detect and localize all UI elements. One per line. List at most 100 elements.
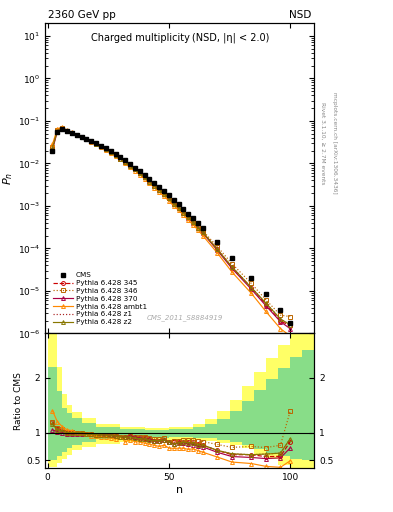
Pythia 6.428 z2: [84, 136, 89, 142]
Pythia 6.428 z1: [181, 209, 186, 216]
Pythia 6.428 346: [264, 297, 268, 303]
Pythia 6.428 346: [94, 141, 99, 147]
Pythia 6.428 z1: [108, 148, 113, 155]
Pythia 6.428 ambt1: [128, 164, 132, 170]
Pythia 6.428 346: [74, 132, 79, 138]
Pythia 6.428 z1: [55, 127, 60, 134]
Pythia 6.428 z2: [186, 214, 191, 220]
Pythia 6.428 ambt1: [147, 180, 152, 186]
Pythia 6.428 ambt1: [103, 146, 108, 153]
Pythia 6.428 370: [55, 129, 60, 135]
Pythia 6.428 z2: [230, 264, 234, 270]
Pythia 6.428 ambt1: [191, 222, 195, 228]
CMS: [50, 147, 55, 154]
Pythia 6.428 346: [176, 204, 181, 210]
Pythia 6.428 345: [128, 162, 132, 168]
CMS: [264, 291, 268, 297]
Pythia 6.428 z2: [167, 196, 171, 202]
Pythia 6.428 z1: [288, 322, 292, 328]
Pythia 6.428 370: [278, 318, 283, 325]
Pythia 6.428 345: [167, 196, 171, 202]
CMS: [70, 130, 74, 136]
Pythia 6.428 345: [60, 125, 64, 132]
CMS: [200, 224, 205, 230]
CMS: [167, 192, 171, 198]
Pythia 6.428 346: [55, 127, 60, 134]
Text: mcplots.cern.ch [arXiv:1306.3436]: mcplots.cern.ch [arXiv:1306.3436]: [332, 93, 337, 194]
Pythia 6.428 ambt1: [288, 333, 292, 339]
CMS: [132, 164, 137, 170]
Pythia 6.428 346: [123, 159, 128, 165]
Pythia 6.428 z1: [264, 300, 268, 306]
Pythia 6.428 ambt1: [118, 156, 123, 162]
Pythia 6.428 345: [181, 209, 186, 216]
Pythia 6.428 346: [167, 196, 171, 202]
Pythia 6.428 370: [79, 134, 84, 140]
Pythia 6.428 370: [196, 225, 200, 231]
Pythia 6.428 370: [65, 128, 70, 134]
Pythia 6.428 370: [171, 201, 176, 207]
Pythia 6.428 345: [132, 166, 137, 172]
Pythia 6.428 370: [288, 326, 292, 332]
Line: Pythia 6.428 346: Pythia 6.428 346: [51, 126, 292, 318]
Pythia 6.428 345: [200, 229, 205, 236]
Pythia 6.428 370: [74, 132, 79, 138]
Pythia 6.428 370: [200, 230, 205, 236]
Pythia 6.428 370: [113, 152, 118, 158]
Pythia 6.428 ambt1: [157, 189, 162, 195]
Pythia 6.428 370: [128, 162, 132, 168]
Pythia 6.428 z1: [200, 229, 205, 236]
Pythia 6.428 345: [123, 159, 128, 165]
CMS: [157, 184, 162, 190]
Pythia 6.428 346: [152, 182, 157, 188]
Pythia 6.428 345: [142, 174, 147, 180]
CMS: [249, 275, 254, 281]
Pythia 6.428 z2: [55, 128, 60, 134]
Pythia 6.428 370: [89, 138, 94, 144]
Pythia 6.428 370: [264, 303, 268, 309]
Pythia 6.428 ambt1: [215, 250, 220, 256]
CMS: [60, 126, 64, 133]
Pythia 6.428 z1: [50, 145, 55, 151]
Pythia 6.428 z1: [157, 187, 162, 193]
Pythia 6.428 z2: [147, 179, 152, 185]
Pythia 6.428 346: [89, 138, 94, 144]
Line: Pythia 6.428 345: Pythia 6.428 345: [51, 126, 292, 328]
CMS: [176, 201, 181, 207]
Pythia 6.428 346: [108, 148, 113, 155]
Pythia 6.428 345: [79, 134, 84, 140]
Pythia 6.428 345: [162, 191, 166, 197]
Pythia 6.428 z1: [167, 196, 171, 202]
Pythia 6.428 346: [288, 313, 292, 319]
Pythia 6.428 z1: [196, 224, 200, 230]
CMS: [288, 319, 292, 326]
CMS: [142, 172, 147, 178]
Pythia 6.428 345: [70, 130, 74, 136]
Pythia 6.428 ambt1: [123, 160, 128, 166]
Pythia 6.428 z1: [215, 246, 220, 252]
Pythia 6.428 346: [70, 130, 74, 136]
Pythia 6.428 z2: [94, 141, 99, 147]
CMS: [113, 151, 118, 157]
Pythia 6.428 z1: [176, 205, 181, 211]
Pythia 6.428 z2: [50, 145, 55, 151]
Pythia 6.428 z1: [230, 264, 234, 270]
Pythia 6.428 z1: [162, 191, 166, 197]
Pythia 6.428 ambt1: [84, 136, 89, 142]
Pythia 6.428 370: [118, 156, 123, 162]
Pythia 6.428 370: [94, 141, 99, 147]
Pythia 6.428 z1: [70, 130, 74, 136]
CMS: [186, 210, 191, 217]
Pythia 6.428 345: [249, 285, 254, 291]
Pythia 6.428 z1: [132, 166, 137, 173]
Pythia 6.428 z2: [79, 134, 84, 140]
Pythia 6.428 ambt1: [113, 153, 118, 159]
Pythia 6.428 345: [191, 219, 195, 225]
Pythia 6.428 z1: [191, 219, 195, 225]
CMS: [94, 140, 99, 146]
Pythia 6.428 346: [113, 152, 118, 158]
Pythia 6.428 345: [157, 187, 162, 193]
Pythia 6.428 370: [147, 178, 152, 184]
Pythia 6.428 ambt1: [60, 124, 64, 131]
CMS: [196, 220, 200, 226]
